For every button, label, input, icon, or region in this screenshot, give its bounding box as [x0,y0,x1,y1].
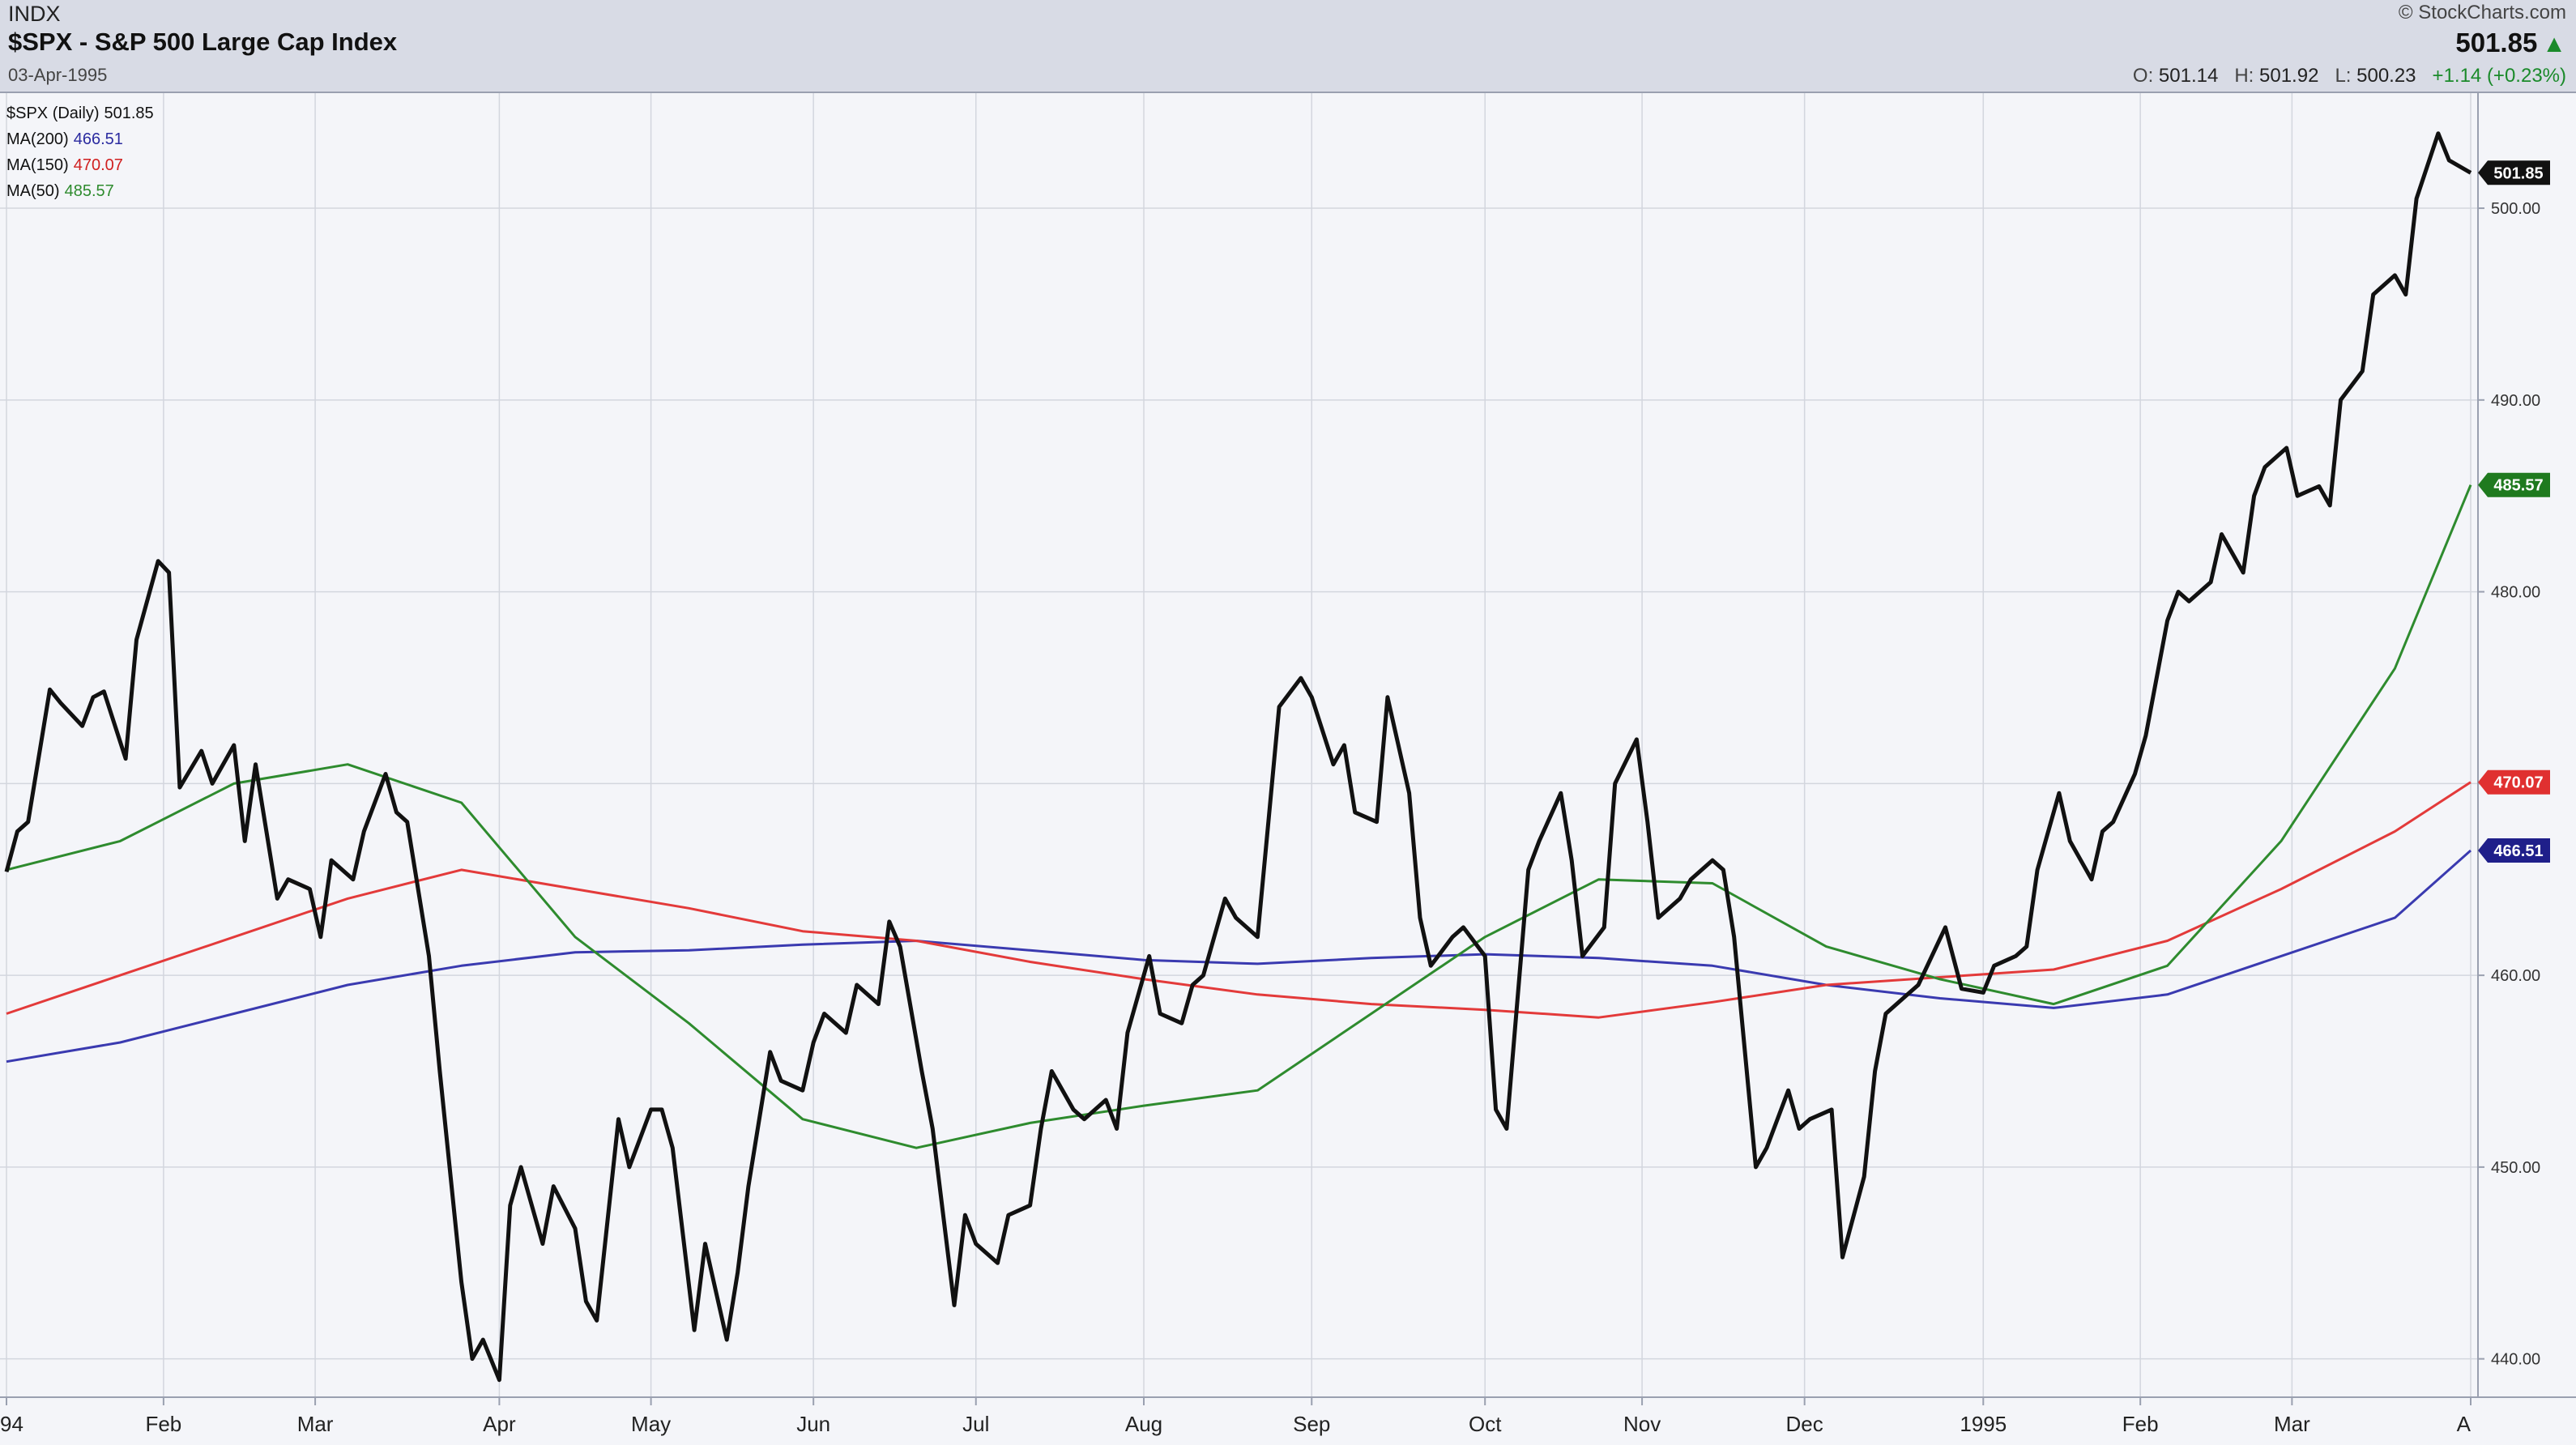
legend-item-ma50: MA(50) 485.57 [6,178,154,204]
price-line [4,131,2472,1383]
price-chart[interactable]: 440.00450.00460.00470.00480.00490.00500.… [0,93,2576,1445]
legend-label-ma50: MA(50) [6,182,60,200]
y-tick-label: 460.00 [2491,967,2540,985]
tag-shape [2478,160,2550,185]
grid [0,93,2478,1397]
chart-title: $SPX - S&P 500 Large Cap Index [8,28,398,56]
open-label: O: [2132,65,2154,87]
series-lines [4,131,2472,1383]
last-value-tag-ma150: 470.07 [2478,769,2550,795]
low-value: 500.23 [2356,65,2416,87]
high-label: H: [2234,65,2254,87]
x-tick-label: Nov [1623,1412,1661,1436]
ohlc-readout: O: 501.14 H: 501.92 L: 500.23 +1.14 (+0.… [2133,65,2566,87]
legend-label-ma150: MA(150) [6,156,69,174]
legend-label-ma200: MA(200) [6,130,69,148]
legend-item-price: $SPX (Daily) 501.85 [6,100,154,126]
tag-value: 466.51 [2493,842,2543,860]
y-tick-label: 480.00 [2491,584,2540,602]
ma150-line [6,781,2472,1019]
tag-value: 485.57 [2493,477,2543,495]
last-value-tag-ma50: 485.57 [2478,472,2550,497]
y-tick-label: 490.00 [2491,392,2540,410]
ma50-line [6,484,2472,1149]
last-value-tags: 501.85 485.57 470.07 466.51 [2478,160,2550,863]
legend-value-ma200: 466.51 [73,130,123,148]
brand-label: © StockCharts.com [2398,2,2566,23]
tag-shape [2478,472,2550,497]
legend-value-price: 501.85 [104,104,154,122]
x-tick-label: Dec [1786,1412,1823,1436]
high-value: 501.92 [2259,65,2319,87]
legend-label-price: $SPX (Daily) [6,104,100,122]
tag-value: 501.85 [2493,164,2543,182]
tag-shape [2478,769,2550,795]
x-tick-label: Mar [297,1412,334,1436]
x-tick-label: Jun [796,1412,830,1436]
legend-value-ma50: 485.57 [64,182,114,200]
tag-shape [2478,838,2550,863]
last-price: 501.85 ▲ [2455,28,2566,58]
x-tick-label: Feb [2122,1412,2159,1436]
x-tick-label: Apr [483,1412,516,1436]
x-tick-label: Sep [1293,1412,1330,1436]
change-value: +1.14 (+0.23%) [2432,65,2566,87]
ma200-line [6,849,2472,1064]
x-tick-label: Oct [1469,1412,1502,1436]
x-tick-label: 1995 [1960,1412,2007,1436]
legend-item-ma200: MA(200) 466.51 [6,126,154,152]
last-value-tag-ma200: 466.51 [2478,838,2550,863]
up-arrow-icon: ▲ [2542,31,2566,58]
last-value-tag-price: 501.85 [2478,160,2550,185]
x-tick-label: Jul [962,1412,989,1436]
y-tick-label: 450.00 [2491,1159,2540,1177]
x-tick-label: Aug [1125,1412,1162,1436]
chart-header: INDX $SPX - S&P 500 Large Cap Index 03-A… [0,0,2576,93]
plot-area [0,93,2478,1397]
legend-value-ma150: 470.07 [73,156,123,174]
low-label: L: [2335,65,2352,87]
legend-item-ma150: MA(150) 470.07 [6,152,154,178]
y-tick-label: 440.00 [2491,1351,2540,1369]
open-value: 501.14 [2158,65,2219,87]
chart-date: 03-Apr-1995 [8,65,108,85]
tag-value: 470.07 [2493,774,2543,792]
y-tick-label: 500.00 [2491,200,2540,218]
x-tick-label: 94 [0,1412,23,1436]
x-tick-label: Feb [145,1412,181,1436]
exchange-label: INDX [8,2,61,26]
x-tick-label: Mar [2274,1412,2310,1436]
x-tick-label: May [631,1412,671,1436]
last-price-value: 501.85 [2455,28,2538,58]
chart-legend: $SPX (Daily) 501.85 MA(200) 466.51 MA(150)… [6,100,154,204]
x-axis-ticks: 94 Feb Mar Apr May Jun Jul Aug Sep Oct Nov Dec 1995 F… [0,1397,2472,1436]
x-tick-label: A [2457,1412,2472,1436]
